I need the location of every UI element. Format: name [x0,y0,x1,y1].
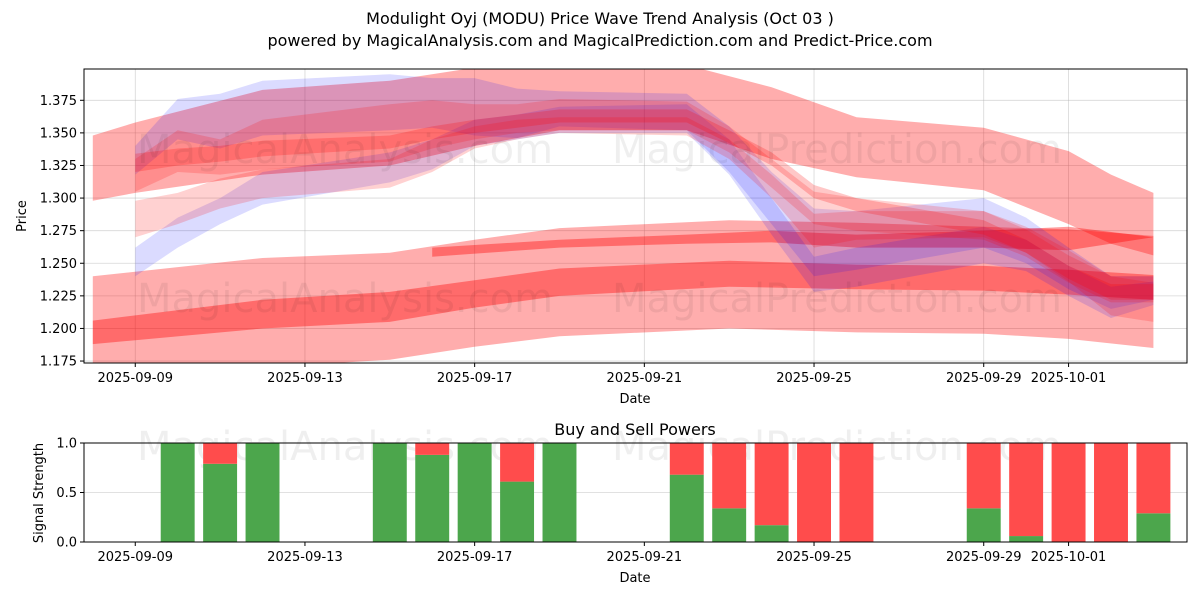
sell-bar [415,443,450,455]
price-y-tick-label: 1.275 [40,224,77,239]
price-y-tick-label: 1.325 [40,159,77,174]
powers-y-label: Signal Strength [32,443,47,543]
sell-bar [203,443,238,464]
powers-x-tick-label: 2025-09-29 [946,550,1022,565]
powers-y-tick-label: 0.5 [56,486,77,501]
price-x-tick-label: 2025-09-09 [97,371,173,386]
sell-bar [754,443,789,526]
watermark-prediction-mid: MagicalPrediction.com [612,276,1062,322]
buy-bar [160,443,195,542]
buy-bar [542,443,577,542]
buy-bar [415,454,450,542]
price-x-tick-label: 2025-09-13 [267,371,343,386]
sell-bar [500,443,535,482]
sell-bar [797,443,831,542]
price-y-label: Price [15,200,30,232]
price-grid [84,69,1187,363]
powers-y-tick-label: 0.0 [56,536,77,551]
powers-y-axis: 0.0 0.5 1.0 [56,437,84,551]
buy-bar [1009,536,1044,542]
powers-y-tick-label: 1.0 [56,437,77,452]
price-y-tick-label: 1.225 [40,289,77,304]
buy-bar [712,508,747,542]
watermark-analysis-mid: MagicalAnalysis.com [137,276,553,322]
band-short-wave-2 [135,104,1154,318]
sell-bar [669,443,704,475]
watermark-prediction-top: MagicalPrediction.com [612,127,1062,173]
band-short-wave-4 [135,117,1154,322]
sell-bar [712,443,747,509]
price-y-tick-label: 1.200 [40,322,77,337]
watermark-analysis-top: MagicalAnalysis.com [137,127,553,173]
powers-x-axis: 2025-09-09 2025-09-13 2025-09-17 2025-09-21… [97,542,1106,565]
price-bands [92,69,1154,363]
band-long-wave-outer [92,220,1154,363]
price-x-axis: 2025-09-09 2025-09-13 2025-09-17 2025-09-21… [97,363,1106,386]
sell-bar [839,443,874,542]
powers-x-tick-label: 2025-10-01 [1031,550,1107,565]
band-short-wave-1 [135,74,1154,309]
sell-bar [1094,443,1128,542]
band-mid-wave-lower [432,226,1154,257]
buy-bar [500,481,535,542]
band-short-wave-3 [135,99,1154,303]
price-y-tick-label: 1.175 [40,355,77,370]
buy-bar [203,463,238,542]
powers-x-tick-label: 2025-09-21 [607,550,683,565]
price-y-axis: 1.175 1.200 1.225 1.250 1.275 1.300 1.325 1.350… [40,94,84,370]
band-mid-wave-upper [92,69,1154,256]
chart-subtitle: powered by MagicalAnalysis.com and Magic… [267,31,933,50]
powers-bars [160,443,1171,542]
sell-bar [966,443,1001,509]
powers-title: Buy and Sell Powers [554,420,716,439]
price-y-tick-label: 1.350 [40,126,77,141]
buy-bar [1136,513,1171,542]
buy-bar [669,474,704,542]
powers-x-label: Date [619,571,650,586]
buy-bar [754,525,789,542]
sell-bar [1051,443,1086,542]
band-long-wave-core [92,260,1154,345]
price-x-tick-label: 2025-09-17 [437,371,513,386]
buy-bar [245,443,280,542]
buy-bar [372,443,407,542]
price-x-tick-label: 2025-09-21 [607,371,683,386]
powers-x-tick-label: 2025-09-09 [97,550,173,565]
sell-bar [1009,443,1044,537]
price-y-tick-label: 1.250 [40,257,77,272]
price-y-tick-label: 1.375 [40,94,77,109]
powers-x-tick-label: 2025-09-17 [437,550,513,565]
powers-x-tick-label: 2025-09-13 [267,550,343,565]
price-x-label: Date [619,392,650,407]
powers-x-tick-label: 2025-09-25 [776,550,852,565]
price-y-tick-label: 1.300 [40,192,77,207]
sell-bar [1136,443,1171,514]
price-plot-frame [83,68,1188,364]
buy-bar [457,443,492,542]
chart-title: Modulight Oyj (MODU) Price Wave Trend An… [366,9,834,28]
buy-bar [966,508,1001,542]
price-x-tick-label: 2025-10-01 [1031,371,1107,386]
price-x-tick-label: 2025-09-25 [776,371,852,386]
price-x-tick-label: 2025-09-29 [946,371,1022,386]
